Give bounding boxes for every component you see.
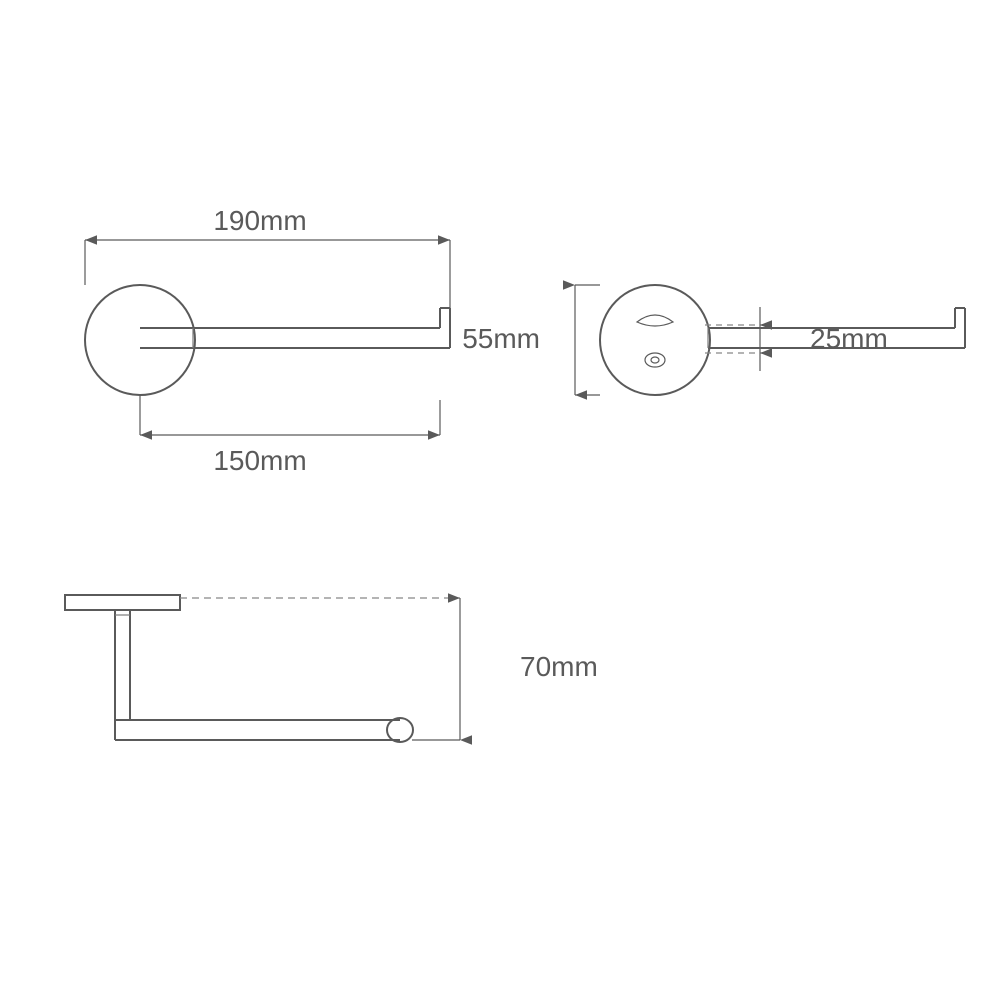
mount-slot-icon xyxy=(637,315,673,326)
screw-hole-icon xyxy=(645,353,665,367)
dim-label-25: 25mm xyxy=(810,323,888,354)
technical-drawing: 190mm 150mm 55mm 25mm 70mm xyxy=(0,0,1000,1000)
side-base-circle xyxy=(600,285,710,395)
dim-label-190: 190mm xyxy=(213,205,306,236)
top-plate xyxy=(65,595,180,610)
dim-label-150: 150mm xyxy=(213,445,306,476)
dim-label-55: 55mm xyxy=(462,323,540,354)
dim-label-70: 70mm xyxy=(520,651,598,682)
top-tube-end xyxy=(387,718,413,742)
front-base-circle xyxy=(85,285,195,395)
